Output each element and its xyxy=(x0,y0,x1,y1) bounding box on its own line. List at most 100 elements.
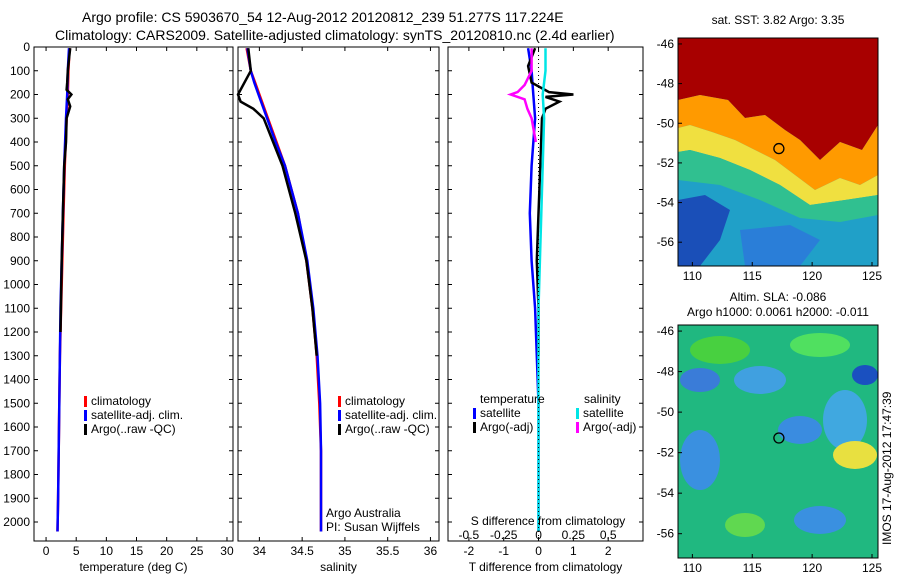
argo-location-marker xyxy=(773,142,785,155)
y-tick-label: 1800 xyxy=(3,468,30,482)
map-y-tick-label: -48 xyxy=(657,365,675,379)
s-tick-label: 0.25 xyxy=(562,528,586,542)
map-y-tick-label: -56 xyxy=(657,235,675,249)
legend-label: climatology xyxy=(91,394,151,408)
s-tick-label: 0.5 xyxy=(600,528,617,542)
x-tick-label: 0 xyxy=(43,544,50,558)
x-tick-label: 1 xyxy=(570,544,577,558)
map-y-tick-label: -46 xyxy=(657,37,675,51)
y-tick-label: 1600 xyxy=(3,420,30,434)
y-tick-label: 1000 xyxy=(3,278,30,292)
series-line-argo-adj- xyxy=(506,48,538,143)
plot-frame xyxy=(447,46,644,542)
legend-label: satellite-adj. clim. xyxy=(345,408,437,422)
x-axis-label: temperature (deg C) xyxy=(79,560,187,574)
x-tick-label: 0 xyxy=(535,544,542,558)
y-tick-label: 100 xyxy=(10,64,30,78)
map-y-tick-label: -56 xyxy=(657,527,675,541)
legend-swatch xyxy=(84,396,87,407)
x-tick-label: 25 xyxy=(190,544,204,558)
y-tick-label: 500 xyxy=(10,159,30,173)
sla-map: 110 115 120 125 -46 -48 -50 -52 -54 -56 Altim. SLA… xyxy=(657,290,883,575)
map-x-tick-label: 110 xyxy=(683,269,702,283)
legend-swatch xyxy=(338,410,341,421)
y-tick-label: 1900 xyxy=(3,491,30,505)
salinity-panel: 34 34.5 35 35.5 36 salinity climatologysatelli… xyxy=(236,46,440,574)
legend-label: satellite xyxy=(583,406,624,420)
x-tick-label: 15 xyxy=(130,544,144,558)
map-x-tick-label: 110 xyxy=(683,561,702,575)
x-tick-label: 36 xyxy=(424,544,438,558)
y-tick-label: 2000 xyxy=(3,515,30,529)
legend-label: Argo(..raw -QC) xyxy=(345,422,430,436)
y-tick-label: 600 xyxy=(10,183,30,197)
annotation-text: PI: Susan Wijffels xyxy=(326,520,420,534)
imos-timestamp: IMOS 17-Aug-2012 17:47:39 xyxy=(880,391,894,545)
x-tick-label: -1 xyxy=(498,544,509,558)
map-y-tick-label: -46 xyxy=(657,324,675,338)
x-tick-label: 30 xyxy=(220,544,234,558)
map-title: Altim. SLA: -0.086 xyxy=(730,290,827,304)
x-axis-label: salinity xyxy=(320,560,357,574)
s-tick-label: -0.25 xyxy=(490,528,518,542)
legend-title-temperature: temperature xyxy=(480,392,545,406)
series-line-argo-raw-qc- xyxy=(59,48,74,333)
legend-label: Argo(-adj) xyxy=(480,420,533,434)
y-tick-label: 1200 xyxy=(3,325,30,339)
climatology-title: Climatology: CARS2009. Satellite-adjuste… xyxy=(55,27,615,43)
y-tick-label: 800 xyxy=(10,230,30,244)
annotation-text: Argo Australia xyxy=(326,506,401,520)
map-x-tick-label: 115 xyxy=(743,269,762,283)
s-tick-label: -0.5 xyxy=(459,528,480,542)
map-y-tick-label: -54 xyxy=(657,196,675,210)
x-tick-label: 10 xyxy=(100,544,114,558)
legend-swatch xyxy=(338,396,341,407)
x-tick-label: 5 xyxy=(73,544,80,558)
legend-swatch xyxy=(338,424,341,435)
legend-swatch xyxy=(84,410,87,421)
legend-label: satellite-adj. clim. xyxy=(91,408,183,422)
map-y-tick-label: -52 xyxy=(657,156,675,170)
s-tick-label: 0 xyxy=(535,528,542,542)
y-tick-label: 1700 xyxy=(3,444,30,458)
x-tick-label: -2 xyxy=(464,544,475,558)
y-tick-label: 200 xyxy=(10,88,30,102)
x-tick-label: 35 xyxy=(338,544,352,558)
y-tick-label: 1300 xyxy=(3,349,30,363)
legend-label: satellite xyxy=(480,406,521,420)
map-x-tick-label: 125 xyxy=(862,561,882,575)
s-diff-label: S difference from climatology xyxy=(471,514,626,528)
legend-swatch xyxy=(576,422,579,433)
y-tick-label: 0 xyxy=(23,40,30,54)
x-tick-label: 35.5 xyxy=(376,544,400,558)
y-tick-label: 1100 xyxy=(4,301,30,315)
x-tick-label: 34.5 xyxy=(290,544,314,558)
map-y-tick-label: -50 xyxy=(657,405,675,419)
map-title: sat. SST: 3.82 Argo: 3.35 xyxy=(712,13,845,27)
plot-frame xyxy=(33,46,234,542)
series-line-argo-raw-qc- xyxy=(236,48,318,356)
legend-title-salinity: salinity xyxy=(584,392,621,406)
legend-swatch xyxy=(473,408,476,419)
legend-label: climatology xyxy=(345,394,405,408)
legend-label: Argo(..raw -QC) xyxy=(91,422,176,436)
y-tick-label: 300 xyxy=(10,111,30,125)
x-tick-label: 2 xyxy=(605,544,612,558)
map-x-tick-label: 120 xyxy=(802,269,822,283)
y-tick-label: 1500 xyxy=(3,396,30,410)
x-tick-label: 20 xyxy=(160,544,174,558)
map-x-tick-label: 120 xyxy=(802,561,822,575)
sst-map: 110 115 120 125 -46 -48 -50 -52 -54 -56 sat. SST: … xyxy=(657,13,883,283)
y-tick-label: 1400 xyxy=(3,373,30,387)
y-tick-label: 900 xyxy=(10,254,30,268)
temperature-panel: 0 5 10 15 20 25 300100200300400500600700800900… xyxy=(3,40,234,574)
y-tick-label: 700 xyxy=(10,206,30,220)
map-y-tick-label: -48 xyxy=(657,77,675,91)
x-axis-label: T difference from climatology xyxy=(469,560,623,574)
x-tick-label: 34 xyxy=(253,544,267,558)
argo-location-marker xyxy=(773,432,785,444)
map-x-tick-label: 115 xyxy=(743,561,762,575)
series-line-argo-adj- xyxy=(526,47,574,356)
y-tick-label: 400 xyxy=(10,135,30,149)
